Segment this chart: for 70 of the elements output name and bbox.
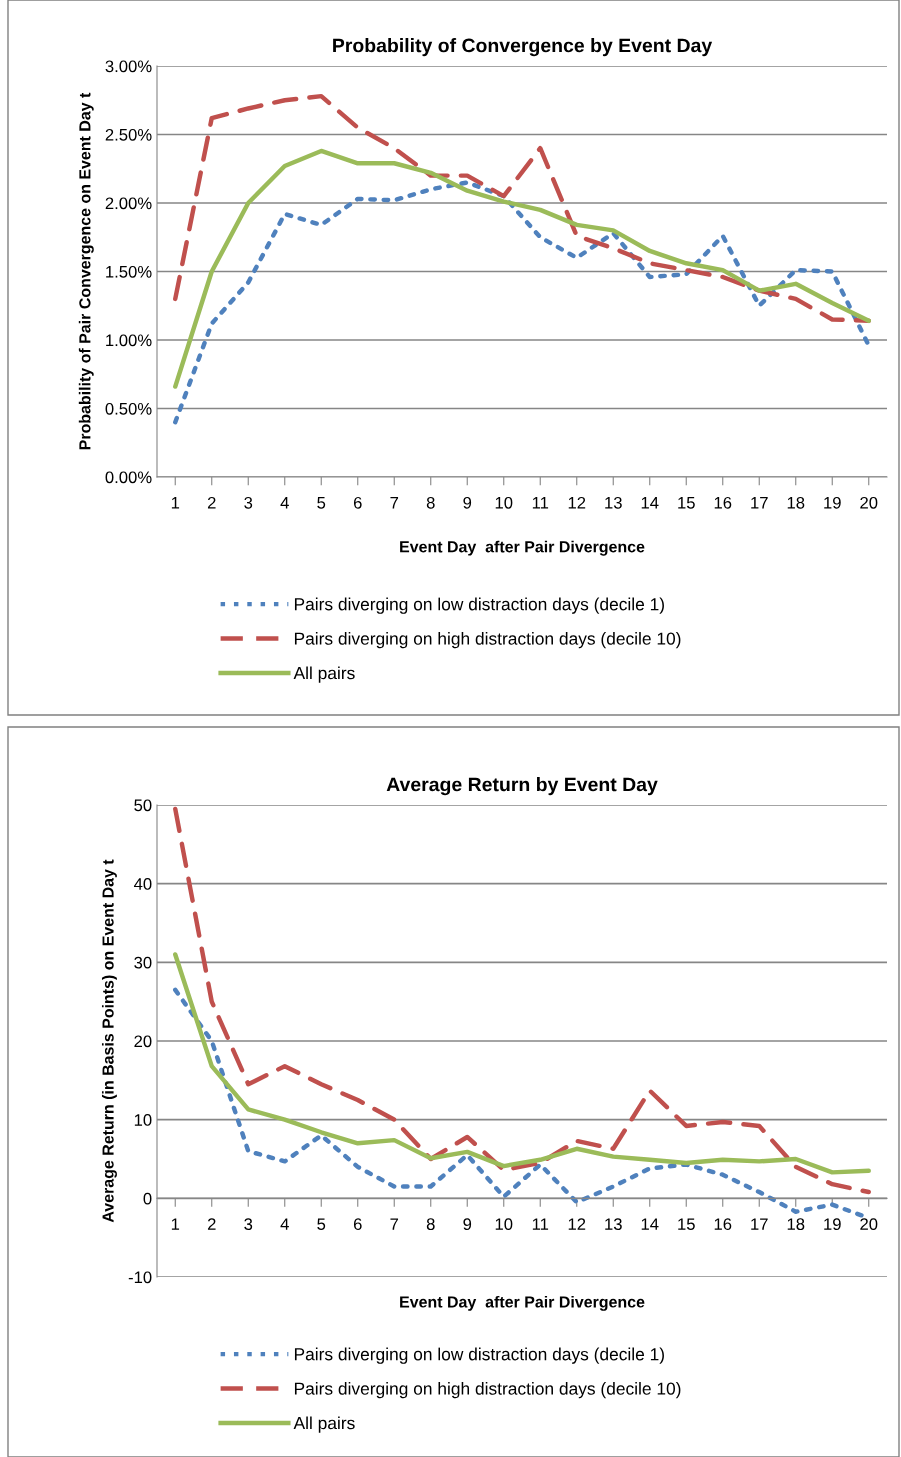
x-tick-label: 6 [353,1218,362,1231]
y-tick-label: 1.00% [106,334,152,347]
x-tick-label: 19 [824,496,841,509]
x-tick-label: 20 [860,496,878,509]
y-tick-label: 3.00% [105,60,152,73]
x-tick-label: 10 [495,1218,513,1231]
y-tick-label: 50 [134,799,152,812]
y-axis-title: Probability of Pair Convergence on Event Day t [78,92,94,450]
x-tick-label: 9 [463,1218,472,1231]
x-tick-label: 15 [678,1218,695,1231]
x-tick-label: 5 [317,497,326,509]
y-axis-title: Average Return (in Basis Points) on Event Day t [101,859,117,1223]
y-tick-label: 0.50% [105,402,152,415]
y-tick-label: 40 [133,878,152,890]
x-tick-label: 5 [317,1218,326,1231]
x-tick-label: 2 [207,1218,216,1230]
line-series [173,180,871,425]
x-tick-label: 18 [787,496,805,509]
x-tick-label: 8 [426,1218,435,1231]
x-tick-label: 8 [426,496,435,509]
legend-label: All pairs [293,666,355,683]
x-tick-label: 14 [641,497,659,509]
chart-title: Probability of Convergence by Event Day [333,38,713,57]
x-tick-label: 7 [390,1218,399,1230]
x-tick-label: 12 [568,1218,586,1230]
legend-label: Pairs diverging on high distraction days (decile 10) [294,1382,681,1399]
x-tick-label: 15 [678,497,695,509]
x-tick-label: 2 [207,496,216,509]
x-axis-title: Event Day after Pair Divergence [400,540,645,556]
x-tick-label: 16 [714,496,732,509]
legend-label: All pairs [293,1416,355,1433]
legend-label: Pairs diverging on high distraction days (decile 10) [294,632,681,649]
line-series [173,952,871,1175]
x-tick-label: 14 [641,1218,659,1230]
x-tick-label: 12 [568,496,586,509]
y-tick-label: 2.50% [105,128,152,141]
x-tick-label: 19 [824,1218,841,1231]
x-tick-label: 11 [532,1218,549,1230]
x-tick-label: 13 [605,1218,622,1231]
x-tick-label: 17 [751,1218,768,1230]
y-tick-label: 0.00% [105,471,152,484]
y-tick-label: 30 [134,956,152,969]
legend-label: Pairs diverging on low distraction days (decile 1) [294,597,664,614]
x-axis-title: Event Day after Pair Divergence [400,1295,645,1311]
y-tick-label: 1.50% [106,265,152,278]
legend-label: Pairs diverging on low distraction days (decile 1) [294,1347,664,1364]
y-tick-label: 10 [134,1114,152,1126]
x-tick-label: 10 [495,496,513,509]
x-tick-label: 4 [280,1218,289,1230]
x-tick-label: 7 [390,497,399,509]
y-tick-label: 2.00% [105,197,152,210]
y-tick-label: 0 [143,1192,152,1205]
line-series [173,806,871,1195]
x-tick-label: 3 [244,496,253,509]
x-tick-label: 9 [463,496,472,509]
line-series [173,148,871,389]
x-tick-label: 18 [787,1218,805,1231]
x-tick-label: 4 [280,497,289,509]
y-tick-label: -10 [128,1271,152,1284]
chart-title: Average Return by Event Day [386,777,658,796]
x-tick-label: 1 [171,497,180,509]
x-tick-label: 3 [244,1218,253,1231]
x-tick-label: 20 [860,1218,878,1231]
x-tick-label: 11 [532,497,549,509]
x-tick-label: 6 [353,496,362,509]
x-tick-label: 16 [714,1218,732,1231]
x-tick-label: 13 [605,496,622,509]
x-tick-label: 17 [751,497,768,509]
y-tick-label: 20 [134,1035,152,1048]
x-tick-label: 1 [171,1218,180,1230]
